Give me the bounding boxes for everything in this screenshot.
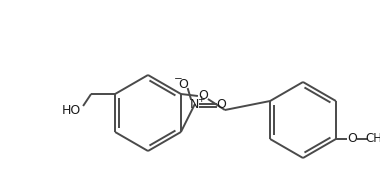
Text: +: +: [197, 96, 204, 105]
Text: HO: HO: [62, 104, 81, 117]
Text: O: O: [178, 77, 188, 90]
Text: O: O: [198, 89, 208, 102]
Text: CH₃: CH₃: [365, 133, 380, 146]
Text: N: N: [190, 98, 200, 111]
Text: O: O: [216, 98, 226, 111]
Text: O: O: [347, 133, 357, 146]
Text: −: −: [174, 74, 182, 84]
